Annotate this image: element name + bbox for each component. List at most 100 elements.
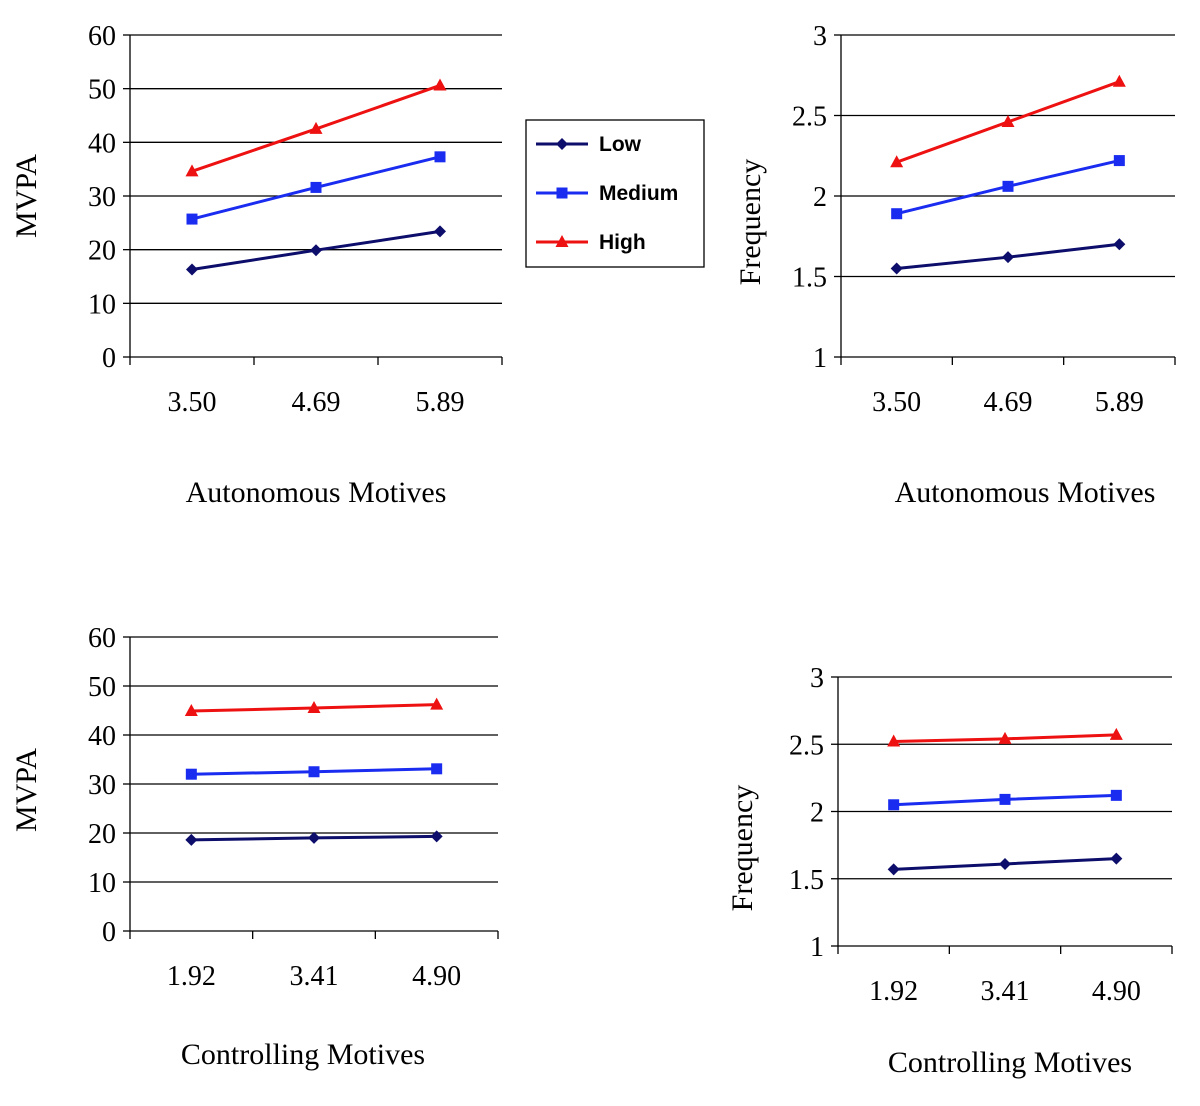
series-high (185, 78, 447, 177)
chart-panel-c: 0 10 20 30 40 50 60 1.92 3.41 4.90 Controlling Mot… (10, 623, 499, 1071)
y-axis-title: Frequency (734, 159, 767, 286)
chart-panel-d: 1 1.5 2 2.5 3 1.92 3.41 4.90 Controlling Motives… (726, 663, 1173, 1079)
data-point (999, 793, 1011, 805)
x-tick-label: 4.69 (292, 387, 341, 418)
y-tick-label: 30 (88, 182, 116, 213)
y-tick-label: 10 (88, 289, 116, 320)
legend-label: Low (599, 133, 642, 156)
data-point (1113, 238, 1126, 251)
data-point (309, 121, 323, 134)
y-tick-label: 10 (88, 868, 116, 899)
y-tick-label: 30 (88, 770, 116, 801)
y-tick-label: 60 (88, 21, 116, 52)
x-tick-label: 3.41 (290, 961, 339, 992)
x-axis-title: Autonomous Motives (186, 476, 447, 509)
series-medium (891, 155, 1125, 220)
data-point (310, 181, 322, 193)
data-point (184, 703, 198, 716)
data-point (434, 225, 446, 238)
x-tick-label: 1.92 (167, 961, 216, 992)
x-axis-title: Controlling Motives (181, 1038, 425, 1071)
x-tick-label: 1.92 (869, 976, 918, 1007)
data-point (887, 863, 900, 876)
data-point (308, 831, 320, 844)
y-axis-title: MVPA (10, 748, 43, 832)
series-medium (185, 763, 443, 780)
data-point (434, 151, 446, 163)
x-tick-label: 4.69 (984, 387, 1033, 418)
data-point (307, 701, 321, 714)
legend-entry-high: High (536, 231, 646, 254)
data-point (1113, 155, 1125, 167)
y-tick-label: 1 (813, 343, 827, 374)
data-point (998, 731, 1012, 744)
x-axis-title: Controlling Motives (888, 1046, 1132, 1079)
y-tick-label: 1 (810, 932, 824, 963)
data-point (1110, 789, 1122, 801)
legend-marker (556, 187, 568, 199)
y-tick-label: 0 (102, 917, 116, 948)
series-high (890, 74, 1126, 168)
chart-panel-a: 0 10 20 30 40 50 60 3.50 4.69 5.89 Autonomous Moti… (10, 21, 503, 509)
legend-label: Medium (599, 182, 678, 205)
y-tick-label: 1.5 (789, 865, 824, 896)
y-tick-label: 0 (102, 343, 116, 374)
x-tick-label: 4.90 (1092, 976, 1141, 1007)
x-tick-label: 5.89 (416, 387, 465, 418)
data-point (1001, 114, 1015, 127)
y-tick-label: 50 (88, 75, 116, 106)
legend-marker (556, 138, 568, 150)
data-point (1112, 74, 1126, 87)
series-high (887, 727, 1123, 747)
y-tick-label: 40 (88, 721, 116, 752)
data-point (1002, 251, 1014, 264)
data-point (185, 833, 198, 846)
series-high (184, 697, 444, 716)
x-tick-label: 4.90 (412, 961, 461, 992)
y-tick-label: 60 (88, 623, 116, 654)
y-tick-label: 40 (88, 128, 116, 159)
y-tick-label: 2 (813, 182, 827, 213)
series-low (887, 852, 1123, 876)
data-point (891, 208, 903, 220)
y-tick-label: 3 (813, 21, 827, 52)
y-tick-label: 50 (88, 672, 116, 703)
x-tick-label: 3.50 (168, 387, 217, 418)
data-point (430, 830, 443, 843)
y-tick-label: 20 (88, 236, 116, 267)
y-axis-title: Frequency (726, 785, 759, 912)
data-point (888, 799, 900, 811)
data-point (890, 155, 904, 168)
series-medium (186, 151, 446, 225)
data-point (999, 857, 1011, 870)
series-low (185, 830, 443, 846)
y-tick-label: 2 (810, 798, 824, 829)
y-tick-label: 3 (810, 663, 824, 694)
y-axis-title: MVPA (10, 154, 43, 238)
data-point (430, 697, 444, 710)
legend-label: High (599, 231, 646, 254)
data-point (186, 213, 198, 225)
data-point (185, 164, 199, 177)
legend-marker (555, 235, 569, 247)
y-tick-label: 2.5 (792, 102, 827, 133)
x-tick-label: 5.89 (1095, 387, 1144, 418)
series-low (890, 238, 1126, 275)
data-point (1002, 180, 1014, 192)
series-medium (888, 789, 1122, 811)
data-point (890, 262, 903, 275)
legend-entry-low: Low (536, 133, 642, 156)
data-point (1109, 727, 1123, 740)
legend: Low Medium High (525, 119, 705, 268)
data-point (431, 763, 443, 775)
y-tick-label: 1.5 (792, 263, 827, 294)
chart-panel-b: 1 1.5 2 2.5 3 3.50 4.69 5.89 Autonomous Motives F… (734, 21, 1176, 509)
data-point (185, 768, 197, 780)
data-point (1110, 852, 1123, 865)
x-tick-label: 3.41 (981, 976, 1030, 1007)
x-tick-label: 3.50 (872, 387, 921, 418)
data-point (186, 263, 198, 276)
data-point (887, 734, 901, 747)
